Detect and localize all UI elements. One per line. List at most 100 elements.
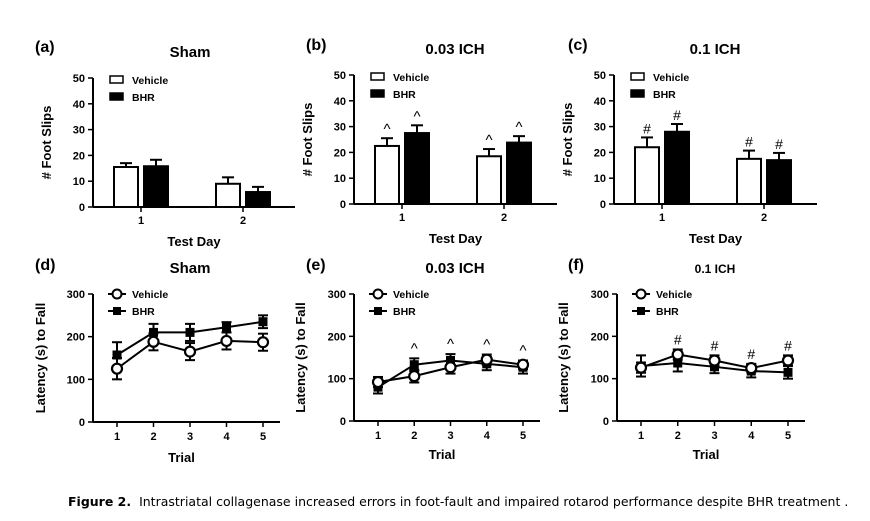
y-tick-label: 200 (591, 331, 609, 343)
panel-f: (f) 0.1 ICH Latency (s) to Fall Trial 0 100 20… (556, 257, 805, 462)
point-vehicle-trial5 (256, 336, 270, 349)
legend-label: Vehicle (656, 289, 692, 301)
point-vehicle-trial4 (220, 334, 233, 348)
x-tick-label: 5 (785, 430, 791, 442)
legend-marker-bhr (374, 307, 382, 315)
x-tick-label: 2 (501, 212, 507, 224)
bar-bhr-day1 (143, 165, 169, 208)
chart-title: Sham (170, 260, 211, 277)
y-tick-label: 10 (73, 176, 85, 188)
significance-mark: # (775, 136, 783, 152)
y-tick-label: 300 (328, 289, 346, 301)
significance-mark: ^ (519, 342, 526, 359)
point-bhr-trial1 (112, 350, 122, 360)
significance-mark: ^ (483, 337, 490, 354)
x-tick-label: 5 (260, 431, 266, 443)
y-tick-label: 100 (591, 374, 609, 386)
legend-label: Vehicle (132, 289, 168, 301)
y-tick-label: 200 (328, 331, 346, 343)
x-tick-label: 1 (138, 215, 144, 227)
y-axis-label: # Foot Slips (39, 106, 54, 180)
legend-label: BHR (132, 306, 155, 318)
x-tick-label: 4 (748, 430, 755, 442)
x-tick-label: 2 (761, 212, 767, 224)
point-vehicle-trial2 (147, 335, 160, 348)
y-tick-label: 0 (340, 416, 346, 428)
point-vehicle-trial2 (408, 370, 421, 383)
legend-label: BHR (656, 306, 679, 318)
significance-mark: ^ (383, 121, 390, 138)
x-tick-label: 2 (675, 430, 681, 442)
y-tick-label: 0 (79, 417, 85, 429)
y-tick-label: 50 (73, 73, 85, 85)
legend-label: Vehicle (393, 72, 429, 84)
point-vehicle-trial1 (634, 361, 648, 374)
point-bhr-trial5 (258, 317, 268, 327)
y-axis-label: # Foot Slips (560, 103, 575, 177)
bar-vehicle-day2 (736, 157, 762, 206)
significance-mark: # (674, 331, 682, 347)
legend: Vehicle BHR (632, 288, 692, 318)
x-tick-label: 2 (150, 431, 156, 443)
legend-marker-vehicle (372, 288, 384, 300)
legend-swatch-vehicle (630, 72, 645, 81)
figure-caption: Figure 2. Intrastriatal collagenase incr… (68, 494, 848, 509)
y-tick-label: 40 (334, 96, 346, 108)
x-axis-label: Test Day (167, 234, 221, 249)
caption-label: Figure 2. (68, 494, 132, 509)
panel-a: (a) Sham # Foot Slips Test Day 0 10 20 30 40 50 Ve… (35, 39, 295, 249)
x-axis-label: Trial (693, 447, 720, 462)
legend: Vehicle BHR (370, 72, 429, 101)
x-tick-label: 1 (399, 212, 405, 224)
panel-c: (c) 0.1 ICH # Foot Slips Test Day 0 10 20 30 40 5… (560, 37, 817, 246)
y-tick-label: 100 (328, 374, 346, 386)
legend-marker-bhr (637, 307, 645, 315)
x-tick-label: 4 (223, 431, 230, 443)
significance-mark: # (745, 134, 753, 150)
y-tick-label: 30 (73, 125, 85, 137)
y-tick-label: 300 (591, 289, 609, 301)
y-tick-label: 10 (594, 173, 606, 185)
legend-swatch-bhr (630, 89, 645, 98)
point-vehicle-trial5 (781, 354, 795, 367)
y-tick-label: 200 (67, 332, 85, 344)
y-tick-label: 40 (73, 99, 85, 111)
x-tick-label: 1 (375, 430, 381, 442)
point-vehicle-trial5 (516, 358, 530, 371)
legend: Vehicle BHR (630, 72, 689, 101)
y-tick-label: 10 (334, 173, 346, 185)
y-tick-label: 50 (334, 70, 346, 82)
y-axis-label: Latency (s) to Fall (33, 303, 48, 414)
y-tick-label: 40 (594, 96, 606, 108)
chart-title: Sham (170, 44, 211, 61)
significance-mark: # (747, 346, 755, 362)
x-tick-label: 3 (447, 430, 453, 442)
chart-title: 0.1 ICH (695, 262, 736, 276)
y-axis-label: # Foot Slips (300, 103, 315, 177)
point-vehicle-trial4 (480, 353, 493, 366)
bar-bhr-day2 (766, 159, 792, 205)
y-tick-label: 0 (600, 199, 606, 211)
y-tick-label: 30 (594, 122, 606, 134)
point-bhr-trial4 (222, 322, 231, 332)
y-axis-label: Latency (s) to Fall (293, 302, 308, 413)
legend: Vehicle BHR (369, 288, 429, 318)
x-axis-label: Test Day (689, 231, 743, 246)
legend-marker-bhr (113, 307, 121, 315)
y-tick-label: 30 (334, 122, 346, 134)
panel-label: (d) (35, 257, 55, 274)
legend-label: BHR (653, 89, 676, 101)
point-vehicle-trial4 (745, 361, 758, 375)
bar-bhr-day2 (506, 141, 532, 205)
y-tick-label: 300 (67, 289, 85, 301)
y-tick-label: 20 (334, 147, 346, 159)
significance-mark: # (673, 107, 681, 123)
legend-label: Vehicle (132, 75, 168, 87)
legend-label: BHR (393, 306, 416, 318)
point-vehicle-trial3 (708, 354, 721, 367)
y-tick-label: 100 (67, 374, 85, 386)
significance-mark: ^ (411, 340, 418, 357)
legend: Vehicle BHR (108, 288, 168, 318)
x-tick-label: 4 (484, 430, 491, 442)
